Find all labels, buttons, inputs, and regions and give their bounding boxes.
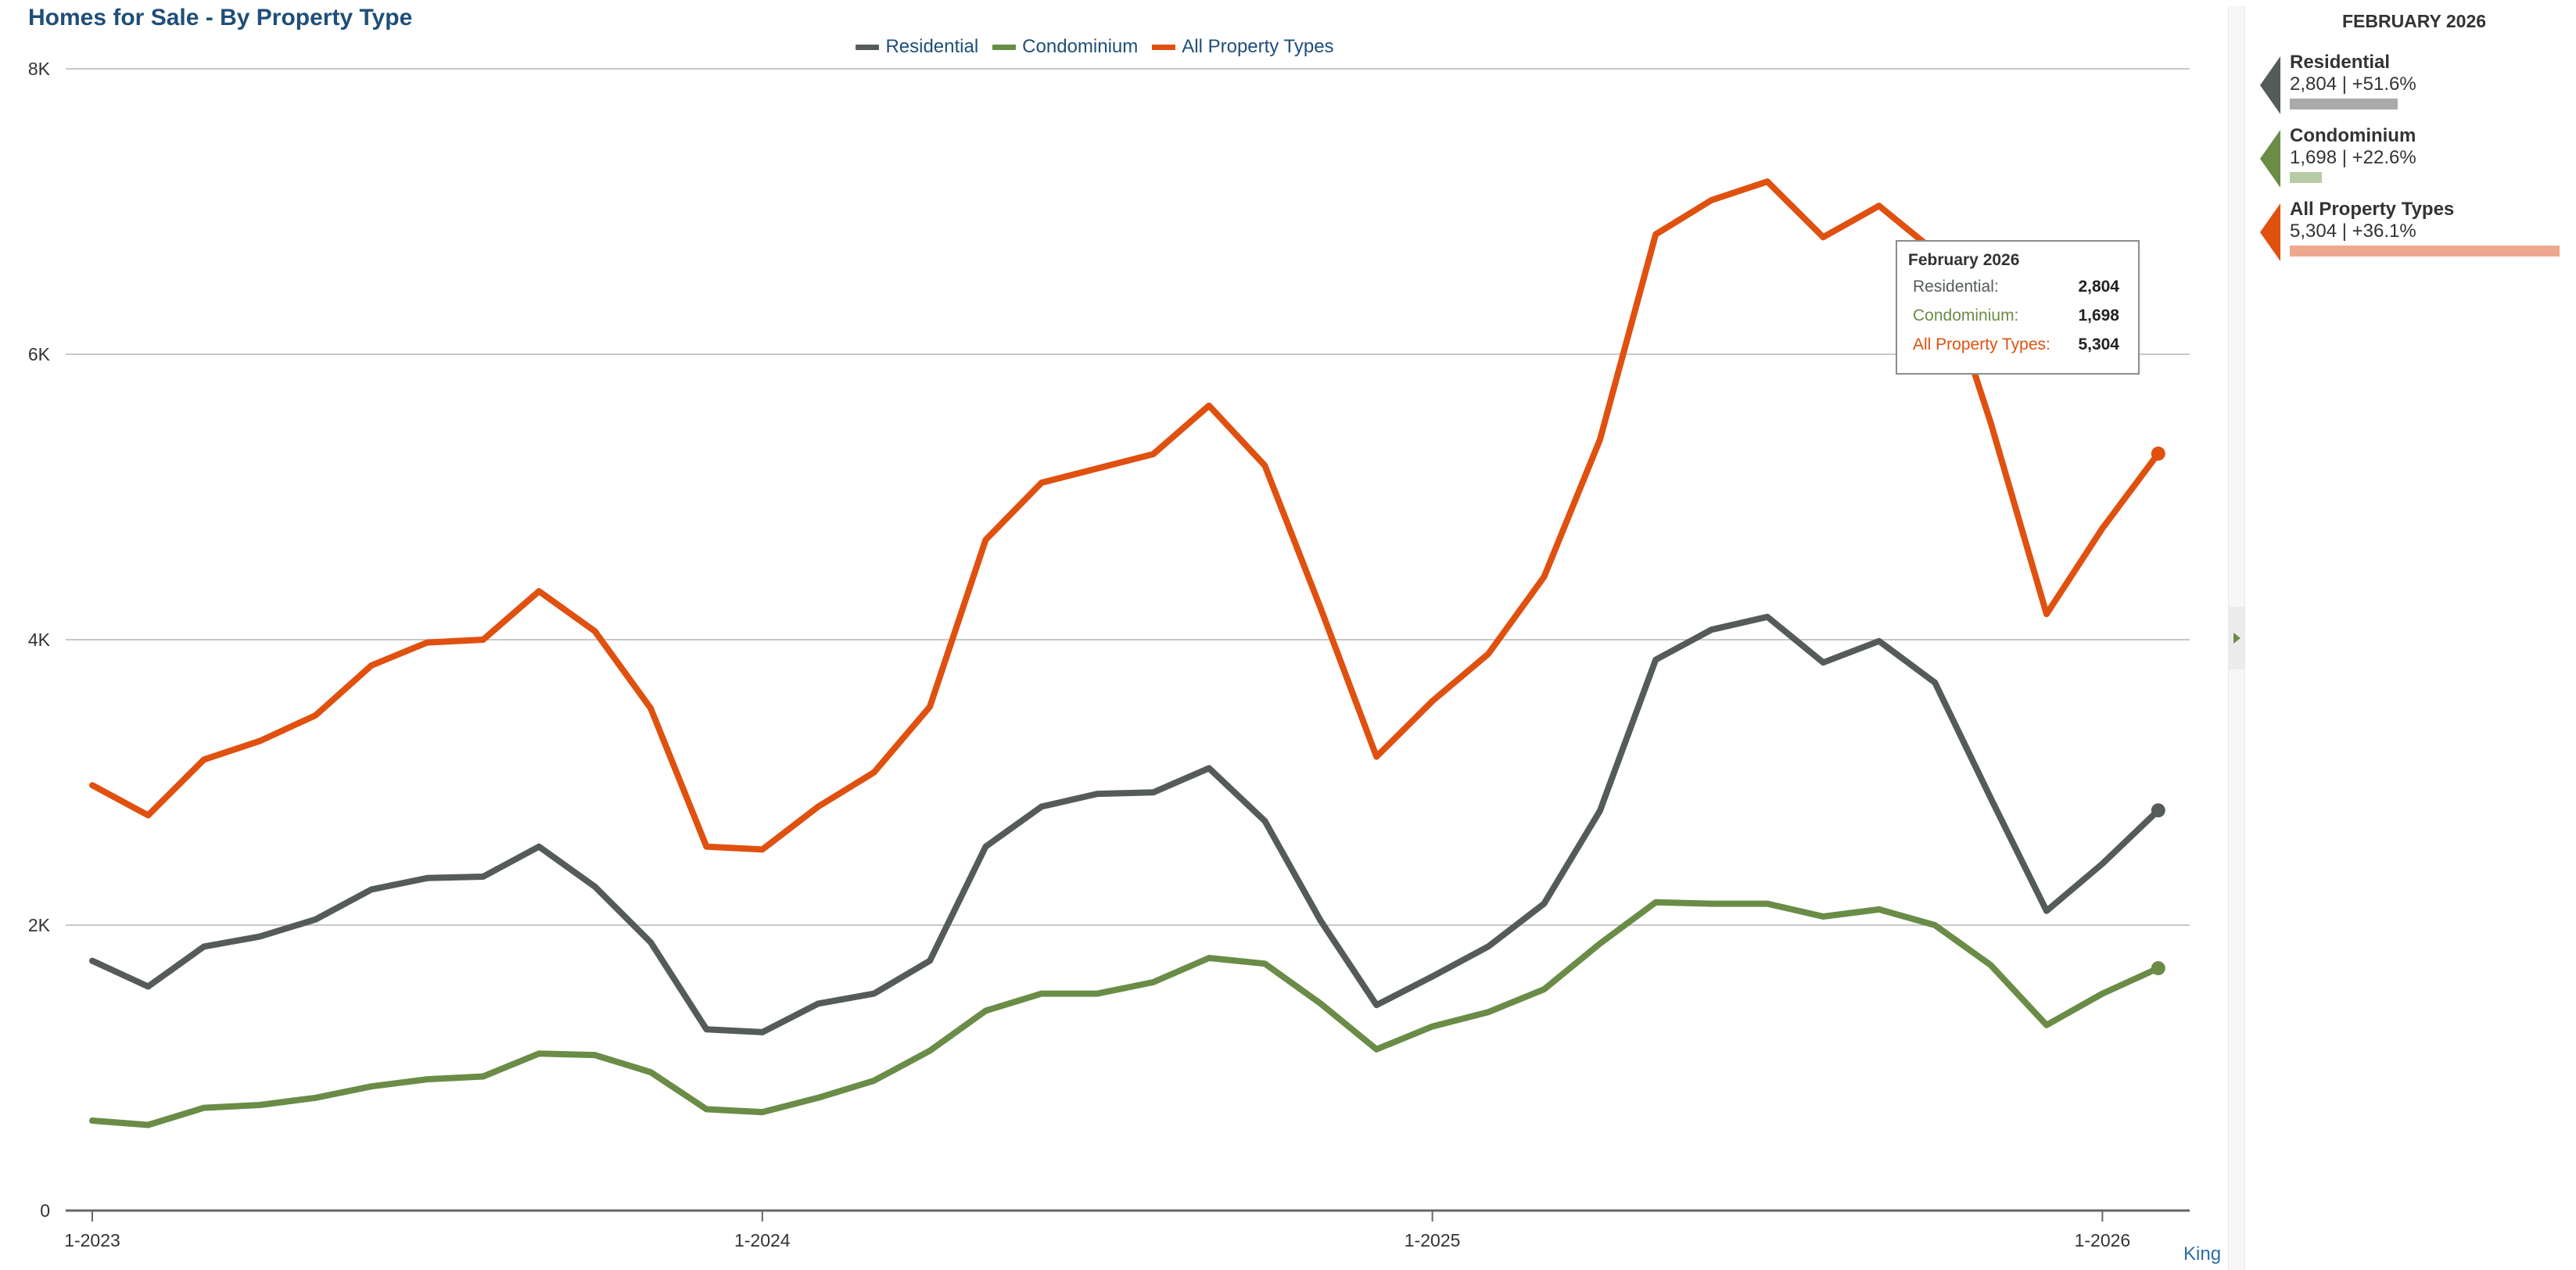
legend-swatch-residential (856, 44, 880, 50)
tooltip-label-condominium: Condominium: (1913, 307, 2019, 325)
legend-swatch-all-property-types (1152, 44, 1176, 50)
marker-arrow-icon (2260, 130, 2280, 188)
tooltip: February 2026 Residential: 2,804 Condomi… (1896, 240, 2140, 375)
expand-arrow-icon (2233, 633, 2241, 644)
side-item-name: Condominium (2290, 125, 2416, 146)
x-tick-label: 1-2023 (64, 1230, 120, 1250)
series-line-residential (89, 613, 2162, 1035)
side-panel-header: FEBRUARY 2026 (2341, 11, 2487, 31)
side-panel: FEBRUARY 2026 Residential 2,804 | +51.6%… (2252, 0, 2576, 1270)
tooltip-row-all-property-types: All Property Types: 5,304 (1913, 335, 2127, 354)
line-chart: 0 2K 4K 6K 8K 1-2023 1-2024 1-2025 1-2026 (28, 59, 2190, 1250)
side-item-bar (2290, 172, 2322, 183)
tooltip-label-residential: Residential: (1913, 278, 1999, 296)
side-item-name: Residential (2290, 52, 2391, 73)
side-item-bar (2290, 246, 2560, 257)
side-item-residential[interactable]: Residential 2,804 | +51.6% (2260, 52, 2573, 114)
collapse-panel-handle[interactable] (2228, 607, 2245, 669)
legend-label-all-property-types: All Property Types (1182, 36, 1334, 57)
side-item-value: 1,698 | +22.6% (2290, 147, 2416, 168)
side-item-all-property-types[interactable]: All Property Types 5,304 | +36.1% (2260, 199, 2573, 261)
series-end-marker-all-property-types (2151, 447, 2165, 461)
series-end-marker-residential (2151, 803, 2165, 818)
y-tick-label: 4K (28, 630, 51, 650)
series-end-marker-condominium (2151, 961, 2165, 976)
legend: Residential Condominium All Property Typ… (0, 36, 2190, 58)
series-line-condominium (89, 899, 2162, 1128)
tooltip-title: February 2026 (1908, 251, 2020, 269)
chart-title: Homes for Sale - By Property Type (28, 5, 413, 30)
legend-swatch-condominium (992, 44, 1017, 50)
marker-arrow-icon (2260, 56, 2280, 114)
series-line-all-property-types (89, 178, 2162, 853)
tooltip-row-condominium: Condominium: 1,698 (1913, 307, 2127, 325)
legend-label-residential: Residential (885, 36, 979, 57)
tooltip-label-all-property-types: All Property Types: (1913, 335, 2050, 353)
y-tick-label: 0 (40, 1200, 50, 1221)
y-tick-label: 2K (28, 915, 51, 935)
marker-arrow-icon (2260, 203, 2280, 261)
x-tick-label: 1-2026 (2075, 1230, 2131, 1250)
y-tick-label: 8K (28, 59, 51, 79)
legend-label-condominium: Condominium (1022, 36, 1139, 57)
side-item-value: 2,804 | +51.6% (2290, 74, 2416, 95)
x-tick-label: 1-2024 (734, 1230, 791, 1250)
x-tick-label: 1-2025 (1405, 1230, 1461, 1250)
side-item-name: All Property Types (2290, 199, 2455, 220)
y-tick-label: 6K (28, 344, 51, 364)
footer-area-link[interactable]: King (2183, 1243, 2222, 1265)
tooltip-value-all-property-types: 5,304 (2078, 335, 2119, 353)
legend-item-all-property-types[interactable]: All Property Types (1152, 36, 1334, 58)
side-item-bar (2290, 99, 2398, 109)
legend-item-condominium[interactable]: Condominium (992, 36, 1138, 58)
side-item-condominium[interactable]: Condominium 1,698 | +22.6% (2260, 125, 2573, 188)
side-item-value: 5,304 | +36.1% (2290, 221, 2416, 242)
chart-area: Homes for Sale - By Property Type Reside… (0, 5, 2222, 1265)
legend-item-residential[interactable]: Residential (856, 36, 978, 58)
tooltip-value-residential: 2,804 (2078, 278, 2119, 296)
tooltip-value-condominium: 1,698 (2078, 307, 2119, 325)
tooltip-row-residential: Residential: 2,804 (1913, 278, 2127, 296)
